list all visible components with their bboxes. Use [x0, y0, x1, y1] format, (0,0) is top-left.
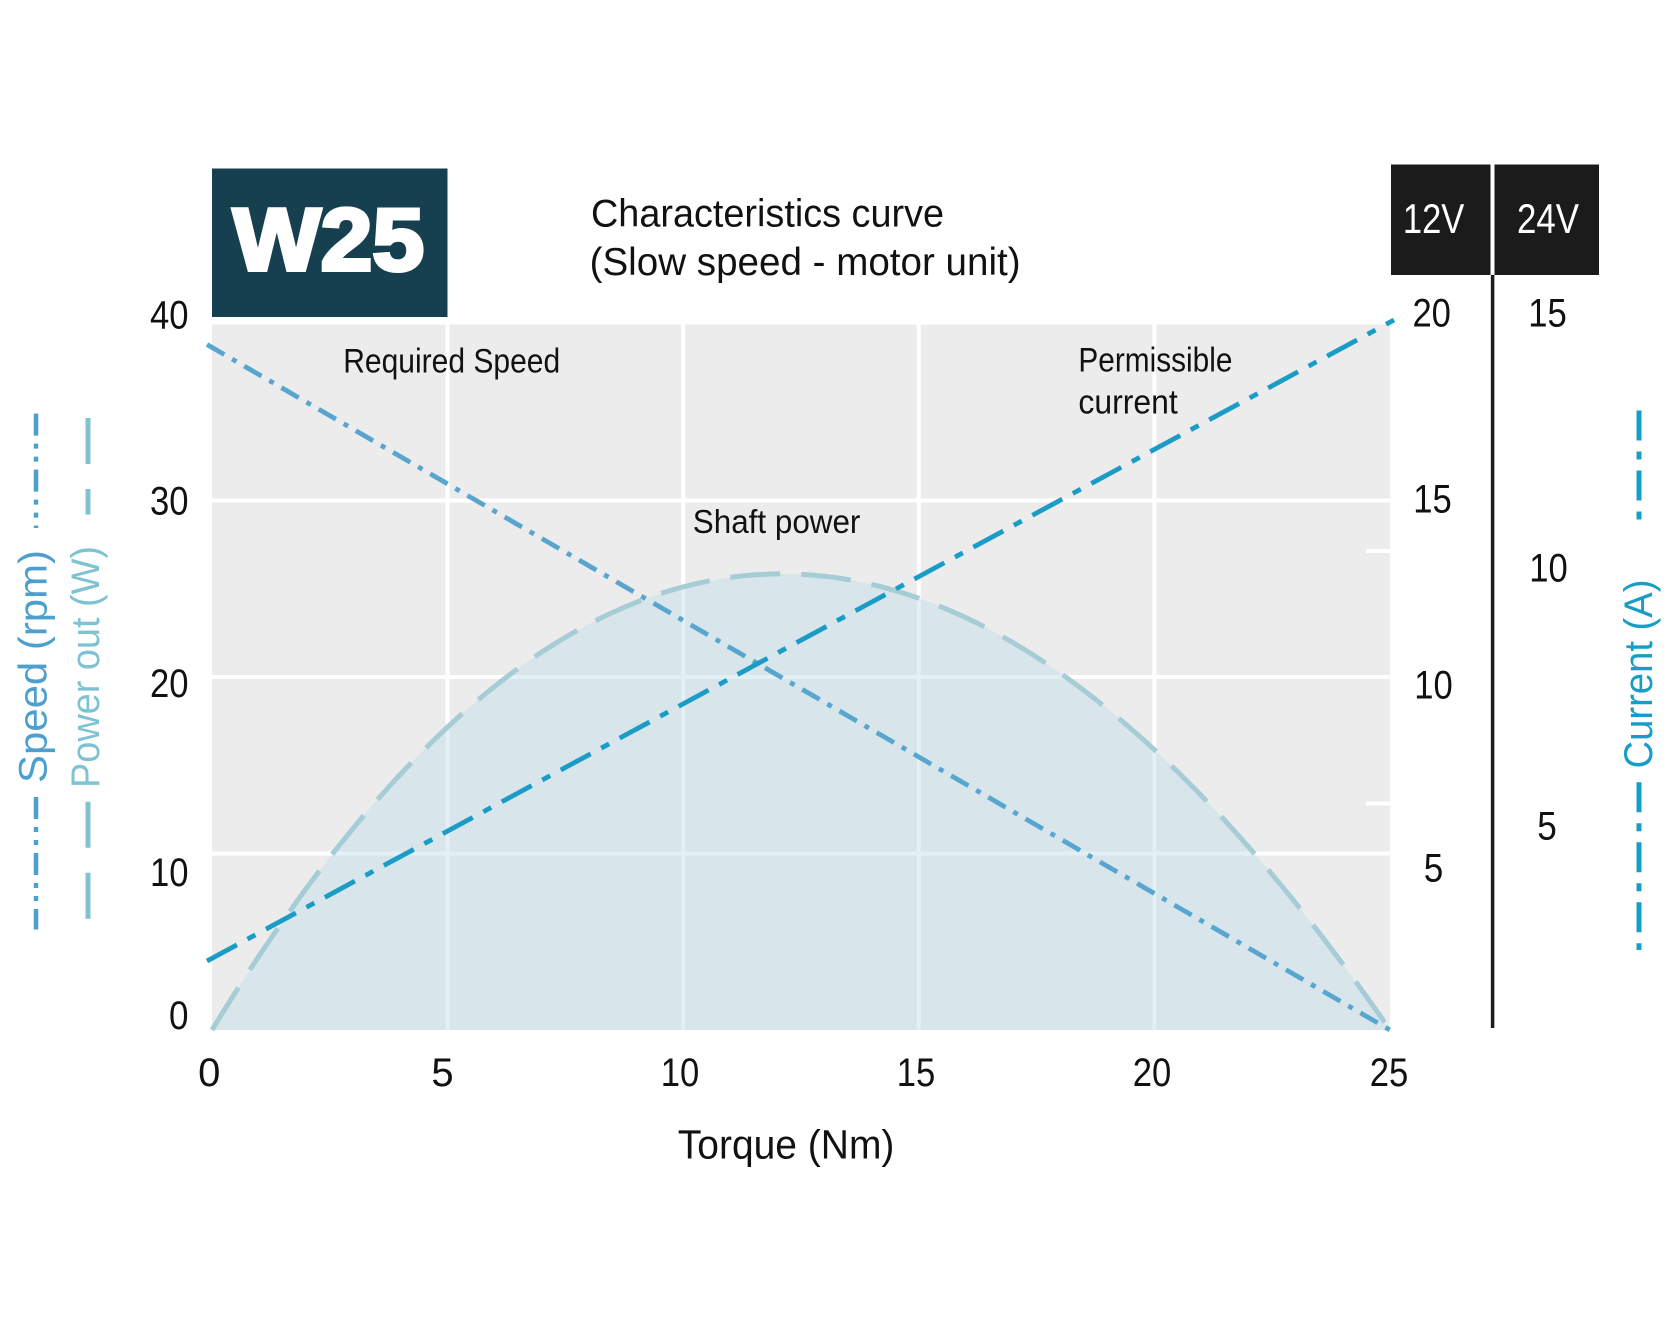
svg-text:0: 0 [169, 994, 189, 1038]
svg-text:10: 10 [1414, 664, 1453, 708]
svg-text:Required Speed: Required Speed [343, 342, 560, 380]
svg-text:24V: 24V [1517, 195, 1579, 242]
svg-text:0: 0 [198, 1051, 220, 1095]
svg-text:Characteristics curve: Characteristics curve [591, 193, 944, 236]
svg-text:Shaft power: Shaft power [693, 503, 861, 540]
svg-text:40: 40 [150, 294, 189, 338]
svg-text:30: 30 [150, 480, 189, 524]
svg-text:Permissible: Permissible [1078, 342, 1232, 380]
svg-text:5: 5 [1424, 847, 1444, 891]
svg-text:10: 10 [1529, 547, 1568, 591]
svg-text:15: 15 [897, 1051, 936, 1095]
svg-text:10: 10 [150, 851, 189, 895]
svg-text:(Slow speed - motor unit): (Slow speed - motor unit) [590, 241, 1021, 284]
svg-text:25: 25 [1370, 1051, 1409, 1095]
svg-text:15: 15 [1528, 292, 1567, 336]
svg-text:12V: 12V [1403, 195, 1465, 242]
svg-text:20: 20 [150, 662, 189, 706]
svg-text:Torque (Nm): Torque (Nm) [678, 1121, 895, 1167]
svg-text:Speed (rpm): Speed (rpm) [12, 550, 56, 783]
svg-text:15: 15 [1413, 478, 1452, 522]
svg-text:20: 20 [1412, 292, 1451, 336]
svg-text:Current (A): Current (A) [1617, 580, 1661, 769]
svg-text:10: 10 [661, 1051, 700, 1095]
svg-text:W25: W25 [233, 190, 424, 289]
svg-text:5: 5 [431, 1051, 453, 1095]
svg-text:current: current [1078, 384, 1178, 422]
svg-text:20: 20 [1133, 1051, 1172, 1095]
svg-text:5: 5 [1537, 805, 1557, 849]
svg-text:Power out (W): Power out (W) [64, 546, 108, 788]
